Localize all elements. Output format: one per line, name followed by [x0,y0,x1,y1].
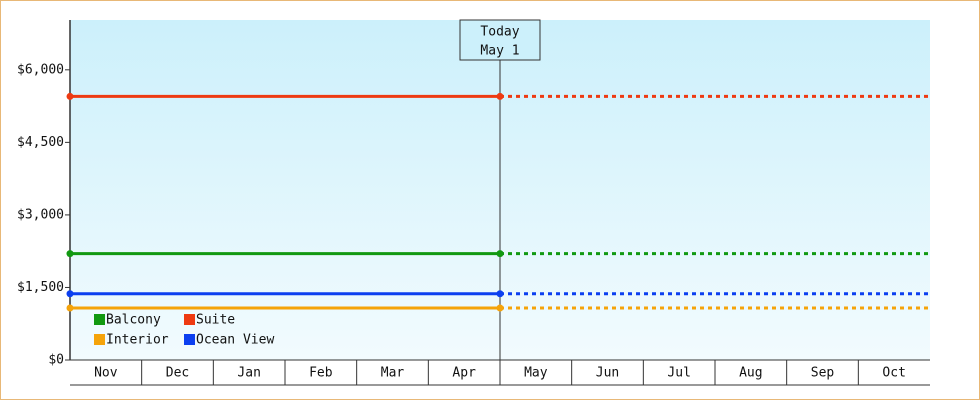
y-tick-label: $6,000 [17,62,64,77]
y-tick-label: $0 [48,353,64,368]
x-tick-label: Apr [452,366,476,381]
series-point [66,92,74,100]
series-point [496,250,504,258]
x-tick-label: Nov [94,366,118,381]
y-tick-label: $3,000 [17,207,64,222]
series-point [496,304,504,312]
legend-swatch [184,314,195,325]
x-tick-label: Jun [596,366,619,381]
x-tick-label: Feb [309,366,333,381]
x-tick-label: Sep [811,366,835,381]
x-tick-label: Jul [667,366,690,381]
legend-label: Balcony [106,313,161,328]
series-point [66,290,74,298]
legend-label: Interior [106,333,169,348]
legend-swatch [184,334,195,345]
x-tick-label: Mar [381,366,405,381]
x-tick-label: Dec [166,366,189,381]
legend-label: Suite [196,313,235,328]
x-tick-label: Jan [237,366,260,381]
series-point [66,304,74,312]
y-tick-label: $4,500 [17,135,64,150]
y-tick-label: $1,500 [17,280,64,295]
legend-swatch [94,334,105,345]
legend-label: Ocean View [196,333,274,348]
today-label: Today [480,25,519,40]
series-point [496,92,504,100]
x-tick-label: May [524,366,548,381]
legend-swatch [94,314,105,325]
today-box [459,19,541,61]
x-tick-label: Oct [882,366,905,381]
series-point [496,290,504,298]
x-tick-label: Aug [739,366,762,381]
series-point [66,250,74,258]
today-date: May 1 [480,44,519,59]
